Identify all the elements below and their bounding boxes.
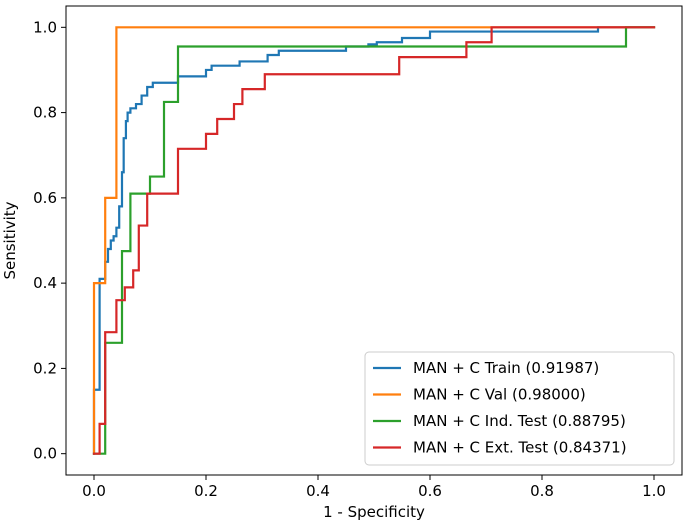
legend-label-2: MAN + C Ind. Test (0.88795) [413,412,626,430]
y-tick-label: 0.6 [33,189,57,207]
legend-box [364,351,675,466]
series-line-3 [92,26,656,455]
y-tick-label: 0.2 [33,359,57,377]
series-layer [92,26,656,455]
x-tick-label: 1.0 [642,482,666,500]
x-tick-label: 0.0 [82,482,106,500]
y-tick-label: 0.0 [33,445,57,463]
legend-label-3: MAN + C Ext. Test (0.84371) [413,439,627,457]
axes-layer: 0.0 0.2 0.4 0.6 0.8 1.0 0.0 0.2 0.4 0.6 0.8 1.0 [33,5,683,500]
x-tick-label: 0.8 [530,482,554,500]
x-tick-label: 0.4 [306,482,330,500]
y-tick-label: 0.4 [33,274,57,292]
y-tick-label: 1.0 [33,18,57,36]
legend: MAN + C Train (0.91987) MAN + C Val (0.98… [364,351,675,466]
plot-frame [65,5,683,476]
series-line-1 [92,26,656,455]
y-axis-title: Sensitivity [1,201,19,279]
x-axis-title: 1 - Specificity [323,503,425,521]
x-tick-label: 0.6 [418,482,442,500]
series-line-2 [92,26,656,455]
legend-label-1: MAN + C Val (0.98000) [413,386,586,404]
x-tick-label: 0.2 [194,482,218,500]
legend-label-0: MAN + C Train (0.91987) [413,359,599,377]
y-tick-label: 0.8 [33,104,57,122]
